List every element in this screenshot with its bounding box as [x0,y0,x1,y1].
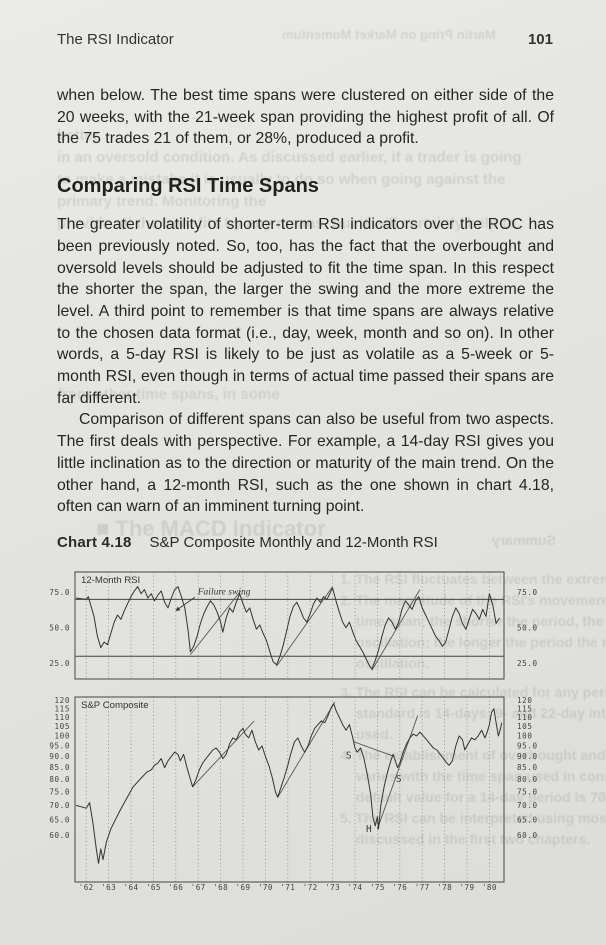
trendline [376,715,419,830]
paragraph-1: when below. The best time spans were clu… [57,87,554,148]
x-axis-label: '72 [303,883,318,892]
point-label: S [346,751,352,762]
point-label: S [396,774,402,785]
section-heading: Comparing RSI Time Spans [57,175,319,198]
y-axis-label: 70.0 [517,801,538,810]
x-axis-label: '79 [460,883,475,892]
y-axis-label: 105 [517,722,533,731]
y-axis-label: 65.0 [517,815,538,824]
x-axis-label: '68 [213,883,228,892]
panel-title: 12-Month RSI [81,575,140,586]
y-axis-label: 60.0 [517,831,538,840]
chart-caption: Chart 4.18 S&P Composite Monthly and 12-M… [57,534,438,551]
panel-frame [74,571,505,680]
x-axis-label: '69 [236,883,251,892]
y-axis-label: 80.0 [517,775,538,784]
x-axis-label: '73 [325,883,340,892]
y-axis-label: 50.0 [517,623,538,632]
x-axis-label: '66 [168,883,183,892]
y-axis-label: 75.0 [517,788,538,797]
y-axis-label: 60.0 [49,831,70,840]
y-axis-label: 25.0 [517,659,538,668]
annotation-arrow [175,596,196,612]
y-axis-label: 75.0 [517,588,538,597]
trendline [190,590,242,656]
y-axis-label: 75.0 [49,788,70,797]
y-axis-label: 85.0 [517,763,538,772]
y-axis-label: 115 [54,704,70,713]
y-axis-label: 90.0 [517,752,538,761]
x-axis-label: '75 [370,883,385,892]
x-axis-label: '67 [191,883,206,892]
y-axis-label: 50.0 [49,623,70,632]
y-axis-label: 95.0 [517,742,538,751]
x-axis-label: '74 [348,883,363,892]
y-axis-label: 25.0 [49,659,70,668]
trendline [353,741,395,757]
y-axis-label: 75.0 [49,588,70,597]
paragraph-3: Comparison of different spans can also b… [57,411,554,516]
rsi-panel-series-line [76,586,500,670]
x-axis-label: '77 [415,883,430,892]
x-axis-label: '63 [101,883,116,892]
chart-4-18: 75.0 75.0 50.0 50.0 25.0 25.0 12-Month RSI Fail… [49,571,538,892]
y-axis-label: 110 [54,713,70,722]
y-axis-label: 100 [517,732,533,741]
y-axis-label: 105 [54,722,70,731]
x-axis-label: '78 [437,883,452,892]
trendline [371,589,421,671]
x-axis-label: '65 [146,883,161,892]
page-header: The RSI Indicator 101 [57,31,553,48]
y-axis-label: 120 [517,696,533,705]
y-axis-label: 95.0 [49,742,70,751]
y-axis-label: 85.0 [49,763,70,772]
x-axis-label: '80 [482,883,497,892]
sp-panel-series-line [75,703,503,864]
y-axis-label: 80.0 [49,775,70,784]
page-number: 101 [527,31,553,48]
x-axis-label: '70 [258,883,273,892]
panel-title: S&P Composite [81,700,149,711]
bleedthrough-text: Summary [492,532,556,548]
running-title: The RSI Indicator [57,31,174,48]
panel-frame [74,696,505,883]
text-column: when below. The best time spans were clu… [57,85,554,518]
y-axis-label: 120 [54,696,70,705]
y-axis-label: 100 [54,732,70,741]
y-axis-label: 65.0 [49,815,70,824]
point-label: H [366,824,372,835]
trendline [192,720,255,788]
trendline [276,586,333,667]
chart-caption-text: S&P Composite Monthly and 12-Month RSI [149,534,438,551]
x-axis-label: '64 [124,883,139,892]
x-axis-label: '76 [392,883,407,892]
y-axis-label: 110 [517,713,533,722]
rsi-panel: 75.0 75.0 50.0 50.0 25.0 25.0 12-Month RSI Fail… [49,571,538,680]
x-axis-label: '62 [79,883,94,892]
paragraph-2: The greater volatility of shorter-term R… [57,216,554,407]
failure-swing-annotation: Failure swing [197,587,251,597]
chart-caption-label: Chart 4.18 [57,534,132,551]
y-axis-label: 115 [517,704,533,713]
y-axis-label: 70.0 [49,801,70,810]
y-axis-label: 90.0 [49,752,70,761]
x-axis-label: '71 [280,883,295,892]
